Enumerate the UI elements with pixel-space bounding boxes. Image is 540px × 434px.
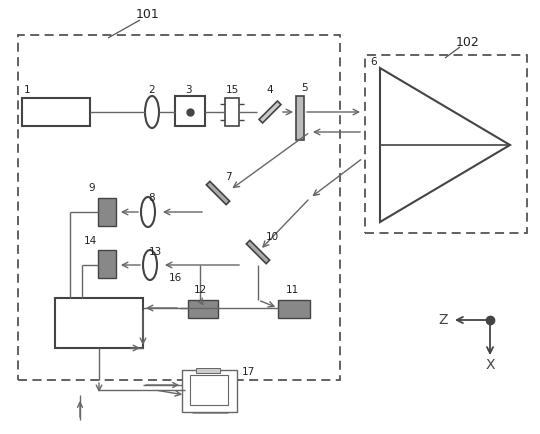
Bar — [18, 35, 340, 380]
Text: 2: 2 — [148, 85, 156, 95]
Text: Z: Z — [438, 313, 448, 327]
Text: X: X — [485, 358, 495, 372]
Bar — [22, 98, 90, 126]
Text: 7: 7 — [225, 172, 231, 182]
Bar — [278, 300, 310, 318]
Bar — [296, 96, 304, 140]
Bar — [98, 198, 116, 226]
Bar — [55, 298, 143, 348]
Text: 102: 102 — [456, 36, 480, 49]
Bar — [190, 375, 228, 405]
Text: 5: 5 — [301, 83, 307, 93]
Bar — [98, 250, 116, 278]
Text: 101: 101 — [136, 9, 160, 22]
Bar — [188, 300, 218, 318]
Text: 16: 16 — [168, 273, 181, 283]
Text: 13: 13 — [148, 247, 161, 257]
Bar — [365, 55, 527, 233]
Text: 17: 17 — [241, 367, 255, 377]
Polygon shape — [259, 101, 281, 123]
Text: 3: 3 — [185, 85, 191, 95]
Bar — [182, 370, 237, 412]
Text: 9: 9 — [89, 183, 96, 193]
Text: 10: 10 — [266, 232, 279, 242]
Text: 12: 12 — [193, 285, 207, 295]
Text: 15: 15 — [225, 85, 239, 95]
Polygon shape — [206, 181, 230, 205]
Text: 14: 14 — [83, 236, 97, 246]
Bar — [225, 98, 239, 126]
Bar — [196, 368, 220, 373]
Bar — [175, 96, 205, 126]
Text: 6: 6 — [370, 57, 377, 67]
Text: 4: 4 — [267, 85, 273, 95]
Text: 8: 8 — [148, 193, 156, 203]
Polygon shape — [246, 240, 269, 264]
Text: 11: 11 — [285, 285, 299, 295]
Text: 1: 1 — [24, 85, 30, 95]
